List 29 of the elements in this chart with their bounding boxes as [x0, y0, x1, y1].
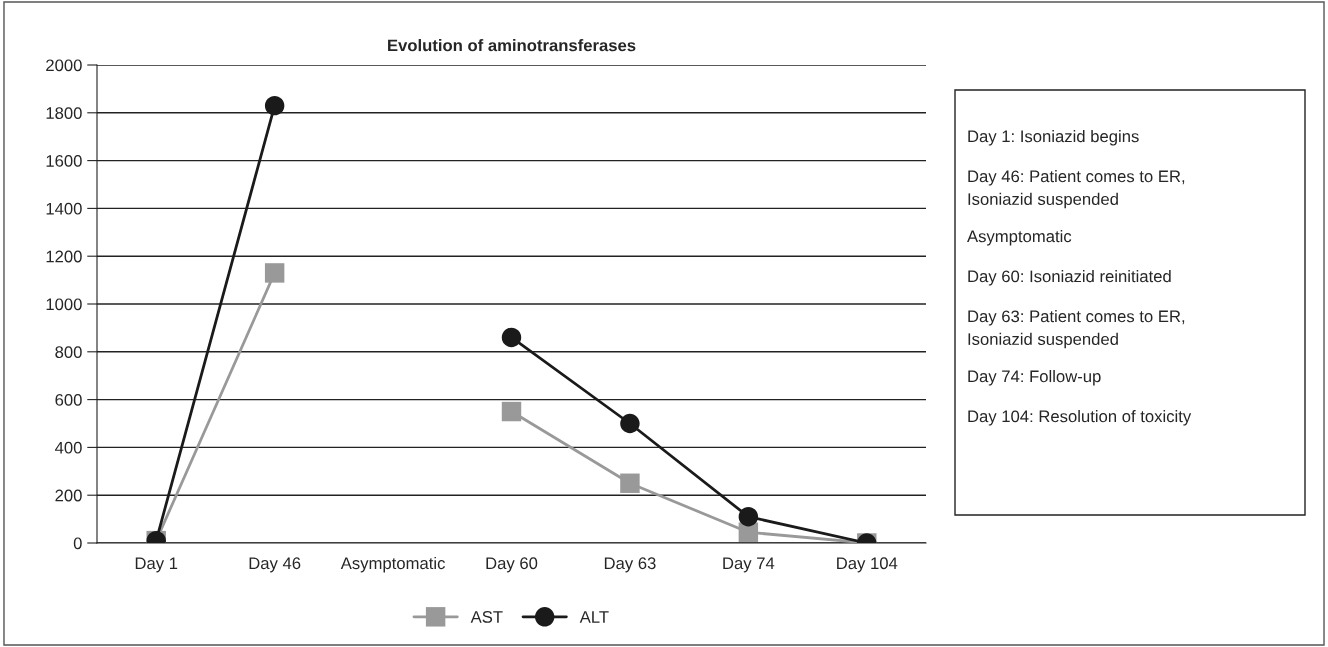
text: Day 74: Follow-up	[968, 370, 1101, 386]
legend-label: ALT	[579, 611, 609, 623]
text: Asymptomatic	[967, 230, 1072, 246]
y-tick-label: 1400	[46, 202, 82, 215]
chart-title: Evolution of aminotransferases	[388, 39, 636, 52]
text: Day 60: Isoniazid reinitiated	[968, 270, 1171, 286]
y-tick-label: 1800	[46, 107, 82, 119]
y-tick-label: 600	[55, 394, 82, 406]
x-tick-label: Asymptomatic	[340, 556, 445, 573]
text: Day 1: Isoniazid begins	[968, 130, 1139, 146]
y-tick-label: 1600	[46, 155, 82, 167]
text: Day 63: Patient comes to ER, Isoniazid suspended	[968, 310, 1185, 349]
y-tick-label: 2000	[46, 59, 82, 72]
x-tick-label: Day 104	[837, 557, 898, 573]
legend-label: AST	[470, 611, 503, 623]
y-tick-label: 1000	[46, 298, 82, 311]
y-tick-label: 0	[73, 537, 82, 550]
point	[501, 327, 522, 348]
x-tick-label: Day 63	[604, 557, 656, 573]
x-tick-label: Day 60	[486, 557, 538, 573]
text: Day 46: Patient comes to ER, Isoniazid suspended	[968, 170, 1185, 209]
text: Day 104: Resolution of toxicity	[968, 410, 1192, 426]
x-tick-label: Day 74	[723, 557, 775, 573]
y-tick-label: 800	[55, 346, 82, 358]
y-tick-label: 400	[54, 441, 82, 454]
x-tick-label: Day 46	[249, 557, 301, 573]
y-tick-label: 1200	[46, 250, 82, 263]
y-tick-label: 200	[55, 489, 82, 502]
x-tick-label: Day 1	[135, 557, 178, 573]
